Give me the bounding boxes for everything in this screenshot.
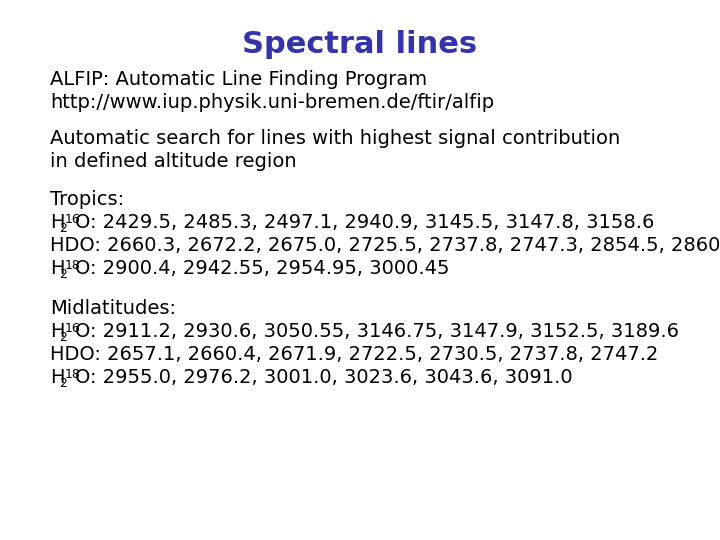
Text: Tropics:: Tropics: [50, 190, 124, 209]
Text: 16: 16 [64, 322, 80, 335]
Text: 18: 18 [64, 368, 80, 381]
Text: 2: 2 [59, 222, 66, 235]
Text: Automatic search for lines with highest signal contribution: Automatic search for lines with highest … [50, 129, 620, 148]
Text: 2: 2 [59, 377, 66, 390]
Text: 16: 16 [64, 213, 80, 226]
Text: 2: 2 [59, 331, 66, 344]
Text: H: H [50, 368, 65, 387]
Text: http://www.iup.physik.uni-bremen.de/ftir/alfip: http://www.iup.physik.uni-bremen.de/ftir… [50, 93, 494, 112]
Text: HDO: 2660.3, 2672.2, 2675.0, 2725.5, 2737.8, 2747.3, 2854.5, 2860.4: HDO: 2660.3, 2672.2, 2675.0, 2725.5, 273… [50, 236, 720, 255]
Text: Midlatitudes:: Midlatitudes: [50, 299, 176, 318]
Text: O: 2900.4, 2942.55, 2954.95, 3000.45: O: 2900.4, 2942.55, 2954.95, 3000.45 [76, 259, 450, 278]
Text: O: 2429.5, 2485.3, 2497.1, 2940.9, 3145.5, 3147.8, 3158.6: O: 2429.5, 2485.3, 2497.1, 2940.9, 3145.… [76, 213, 654, 232]
Text: 18: 18 [64, 259, 80, 272]
Text: H: H [50, 322, 65, 341]
Text: O: 2911.2, 2930.6, 3050.55, 3146.75, 3147.9, 3152.5, 3189.6: O: 2911.2, 2930.6, 3050.55, 3146.75, 314… [76, 322, 680, 341]
Text: Spectral lines: Spectral lines [243, 30, 477, 59]
Text: O: 2955.0, 2976.2, 3001.0, 3023.6, 3043.6, 3091.0: O: 2955.0, 2976.2, 3001.0, 3023.6, 3043.… [76, 368, 573, 387]
Text: H: H [50, 259, 65, 278]
Text: H: H [50, 213, 65, 232]
Text: in defined altitude region: in defined altitude region [50, 152, 297, 171]
Text: 2: 2 [59, 268, 66, 281]
Text: ALFIP: Automatic Line Finding Program: ALFIP: Automatic Line Finding Program [50, 70, 427, 89]
Text: HDO: 2657.1, 2660.4, 2671.9, 2722.5, 2730.5, 2737.8, 2747.2: HDO: 2657.1, 2660.4, 2671.9, 2722.5, 273… [50, 345, 658, 364]
